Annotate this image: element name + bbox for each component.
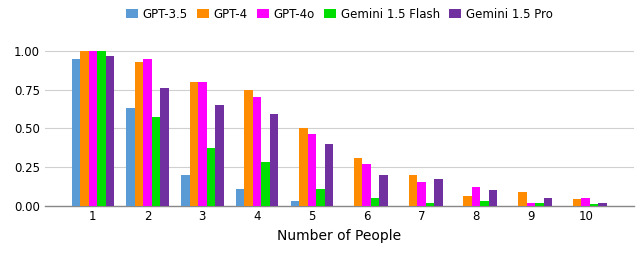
Bar — [316, 189, 324, 206]
Bar — [308, 134, 316, 206]
Bar — [417, 182, 426, 206]
Bar — [535, 203, 543, 206]
Bar — [80, 51, 88, 206]
Bar — [434, 179, 442, 206]
Bar — [97, 51, 106, 206]
Bar — [207, 148, 215, 206]
Bar — [324, 144, 333, 206]
Bar — [215, 105, 223, 206]
Bar — [590, 204, 598, 206]
Bar — [598, 203, 607, 206]
Bar — [291, 201, 299, 206]
Bar — [299, 128, 308, 206]
Legend: GPT-3.5, GPT-4, GPT-4o, Gemini 1.5 Flash, Gemini 1.5 Pro: GPT-3.5, GPT-4, GPT-4o, Gemini 1.5 Flash… — [125, 8, 553, 21]
Bar — [543, 198, 552, 206]
Bar — [270, 114, 278, 206]
Bar — [527, 203, 535, 206]
Bar — [489, 190, 497, 206]
Bar — [143, 59, 152, 206]
Bar — [181, 175, 189, 206]
Bar — [72, 59, 80, 206]
Bar — [481, 201, 489, 206]
Bar — [152, 117, 160, 206]
Bar — [362, 164, 371, 206]
Bar — [244, 90, 253, 206]
Bar — [198, 82, 207, 206]
Bar — [426, 203, 434, 206]
Bar — [126, 108, 135, 206]
Bar — [135, 62, 143, 206]
Bar — [581, 198, 590, 206]
Bar — [160, 88, 169, 206]
Bar — [106, 56, 114, 206]
Bar — [380, 175, 388, 206]
Bar — [472, 187, 481, 206]
Bar — [88, 51, 97, 206]
Bar — [354, 158, 362, 206]
Bar — [463, 196, 472, 206]
Bar — [408, 175, 417, 206]
Bar — [253, 97, 261, 206]
Bar — [236, 189, 244, 206]
Bar — [189, 82, 198, 206]
Bar — [518, 192, 527, 206]
Bar — [573, 199, 581, 206]
X-axis label: Number of People: Number of People — [277, 229, 401, 243]
Bar — [371, 198, 380, 206]
Bar — [261, 162, 270, 206]
